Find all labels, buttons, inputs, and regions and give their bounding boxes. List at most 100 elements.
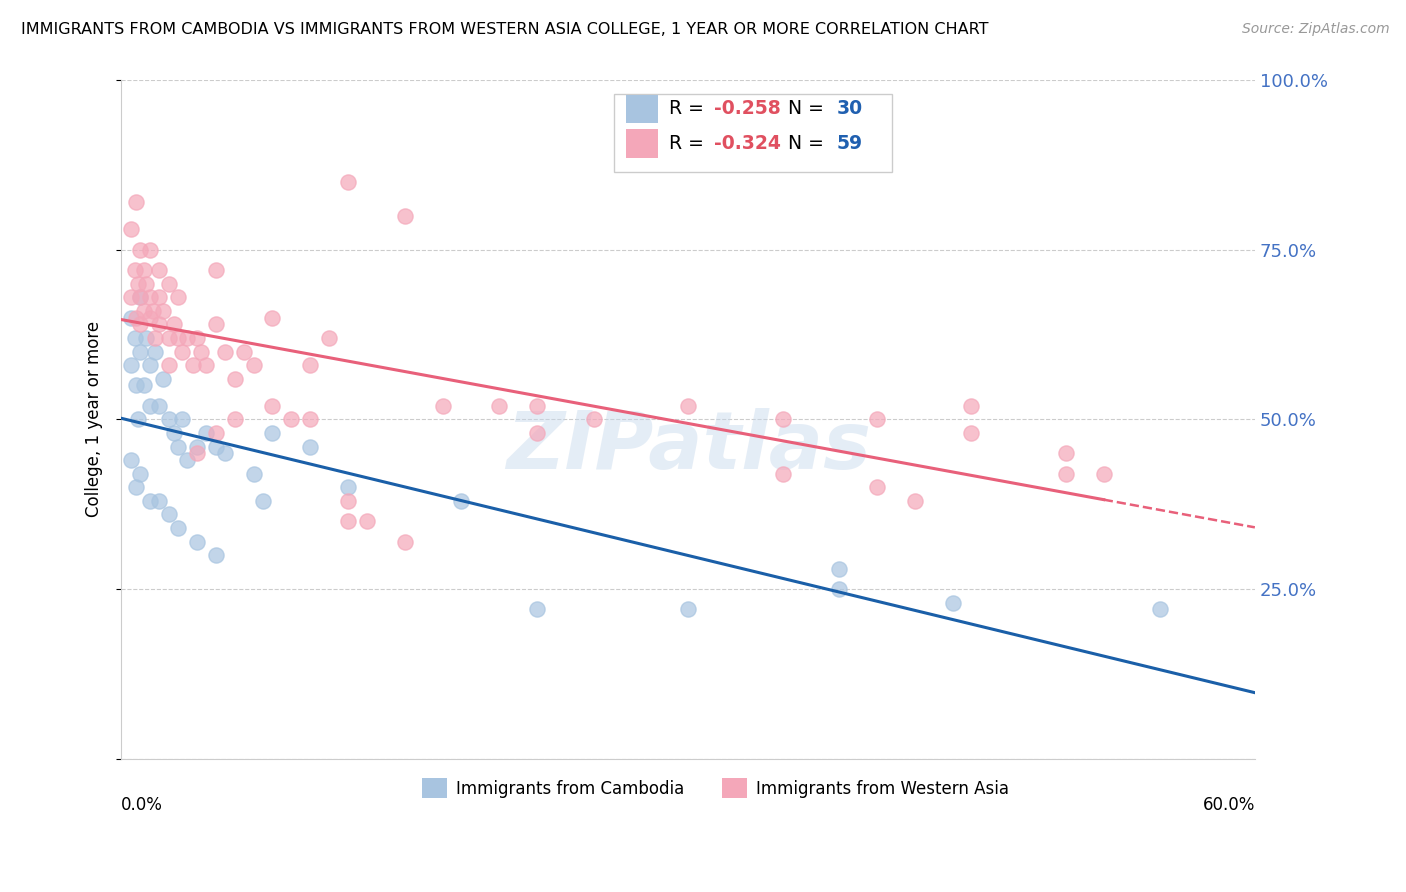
Point: [195, 425, 218, 440]
Point: [129, 290, 152, 304]
Point: [167, 290, 190, 304]
Point: [299, 358, 322, 372]
Point: [135, 331, 157, 345]
Point: [125, 480, 148, 494]
Point: [190, 344, 212, 359]
Point: [337, 480, 360, 494]
Point: [143, 344, 166, 359]
Point: [904, 493, 927, 508]
Point: [676, 602, 699, 616]
FancyBboxPatch shape: [422, 778, 447, 798]
Point: [299, 440, 322, 454]
Point: [488, 399, 510, 413]
Text: 0.0%: 0.0%: [121, 797, 163, 814]
Point: [204, 425, 226, 440]
Point: [138, 399, 160, 413]
Point: [132, 263, 155, 277]
Point: [170, 412, 193, 426]
Text: ZIPatlas: ZIPatlas: [506, 408, 870, 485]
Point: [262, 399, 284, 413]
Point: [157, 412, 180, 426]
Point: [252, 493, 274, 508]
Point: [960, 425, 983, 440]
Point: [148, 318, 170, 332]
Text: 30: 30: [837, 100, 863, 119]
FancyBboxPatch shape: [626, 129, 658, 158]
Y-axis label: College, 1 year or more: College, 1 year or more: [86, 321, 103, 517]
Point: [157, 358, 180, 372]
Point: [526, 399, 548, 413]
Point: [828, 582, 851, 596]
Point: [224, 371, 246, 385]
Point: [280, 412, 302, 426]
Point: [356, 514, 378, 528]
Text: -0.324: -0.324: [714, 134, 782, 153]
Point: [163, 425, 186, 440]
Text: Source: ZipAtlas.com: Source: ZipAtlas.com: [1241, 22, 1389, 37]
Point: [142, 303, 165, 318]
Point: [233, 344, 256, 359]
Point: [138, 290, 160, 304]
Point: [127, 277, 149, 291]
Point: [195, 358, 218, 372]
Point: [394, 209, 416, 223]
Point: [157, 331, 180, 345]
Point: [124, 263, 146, 277]
Point: [450, 493, 472, 508]
Point: [148, 399, 170, 413]
Point: [181, 358, 204, 372]
Text: -0.258: -0.258: [714, 100, 780, 119]
Point: [170, 344, 193, 359]
Point: [135, 277, 157, 291]
Point: [167, 331, 190, 345]
Point: [337, 175, 360, 189]
Point: [186, 440, 208, 454]
Text: 59: 59: [837, 134, 863, 153]
Point: [176, 453, 198, 467]
Point: [176, 331, 198, 345]
Point: [167, 440, 190, 454]
Text: N =: N =: [787, 134, 830, 153]
Text: 60.0%: 60.0%: [1202, 797, 1256, 814]
Point: [129, 243, 152, 257]
Point: [394, 534, 416, 549]
Point: [157, 508, 180, 522]
Point: [214, 344, 236, 359]
Point: [262, 425, 284, 440]
Point: [1054, 446, 1077, 460]
Point: [582, 412, 605, 426]
Point: [186, 331, 208, 345]
Text: R =: R =: [669, 100, 710, 119]
Point: [186, 534, 208, 549]
Point: [129, 290, 152, 304]
Point: [186, 446, 208, 460]
Point: [772, 412, 794, 426]
Point: [138, 493, 160, 508]
Point: [242, 358, 264, 372]
Point: [960, 399, 983, 413]
Point: [125, 378, 148, 392]
Point: [125, 195, 148, 210]
Point: [337, 514, 360, 528]
Text: Immigrants from Western Asia: Immigrants from Western Asia: [756, 780, 1010, 797]
Point: [152, 371, 174, 385]
Point: [432, 399, 454, 413]
Point: [157, 277, 180, 291]
Point: [120, 222, 142, 236]
Point: [152, 303, 174, 318]
Point: [204, 548, 226, 562]
Point: [1054, 467, 1077, 481]
Point: [125, 310, 148, 325]
Point: [204, 263, 226, 277]
Point: [828, 562, 851, 576]
Point: [242, 467, 264, 481]
Point: [120, 290, 142, 304]
Point: [163, 318, 186, 332]
Point: [132, 303, 155, 318]
Point: [120, 358, 142, 372]
Point: [129, 467, 152, 481]
FancyBboxPatch shape: [626, 95, 658, 123]
Point: [942, 596, 965, 610]
Point: [120, 453, 142, 467]
Point: [337, 493, 360, 508]
